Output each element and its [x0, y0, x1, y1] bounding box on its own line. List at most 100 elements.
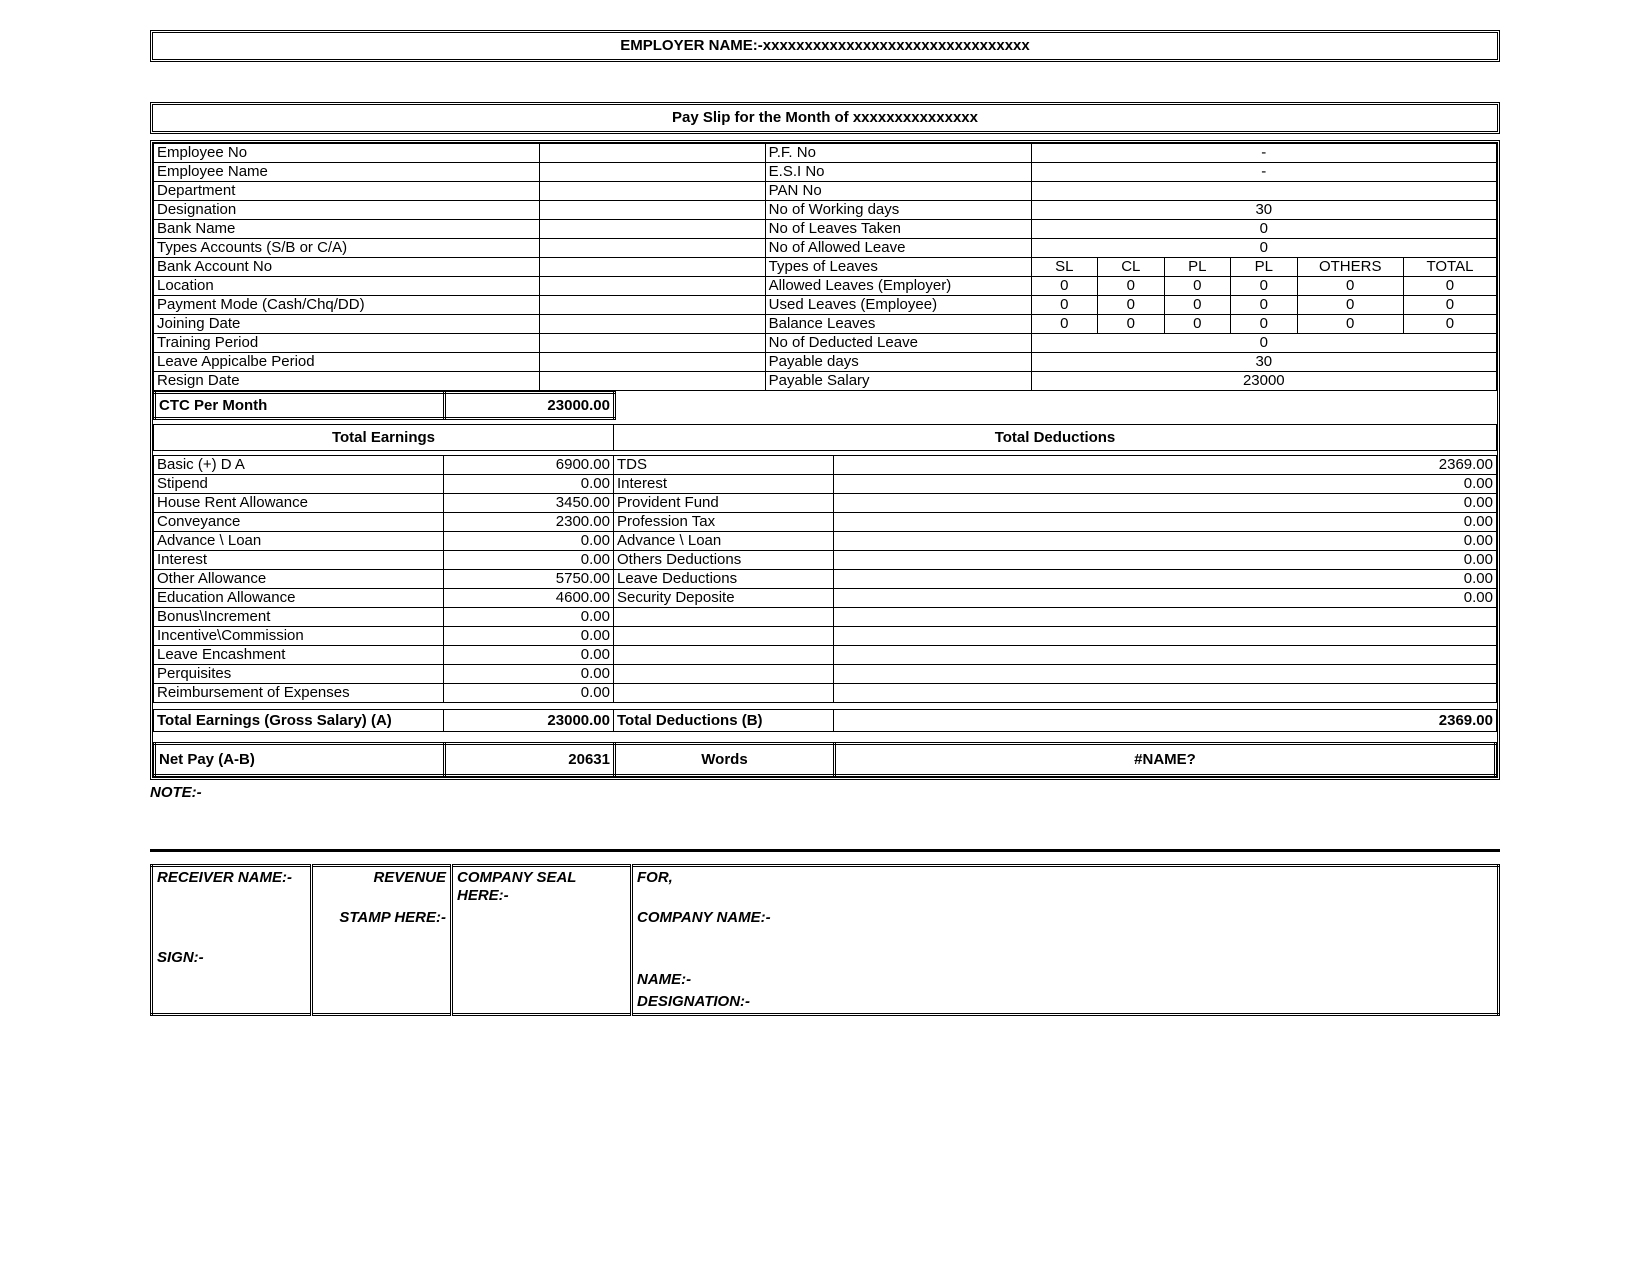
location-label: Location	[154, 277, 540, 296]
working-days-label: No of Working days	[765, 201, 1031, 220]
deductions-value: 0.00	[834, 551, 1497, 570]
table-cell: 0	[1403, 315, 1496, 334]
leave-hdr-sl: SL	[1031, 258, 1097, 277]
deductions-value	[834, 627, 1497, 646]
receiver-name-label: RECEIVER NAME:-	[152, 866, 312, 908]
deductions-label	[614, 627, 834, 646]
employer-header-box: EMPLOYER NAME:-xxxxxxxxxxxxxxxxxxxxxxxxx…	[150, 30, 1500, 62]
leave-applicable-label: Leave Appicalbe Period	[154, 353, 540, 372]
emp-no-label: Employee No	[154, 144, 540, 163]
earnings-value: 0.00	[444, 684, 614, 703]
earnings-deductions-table: Basic (+) D A6900.00TDS2369.00Stipend0.0…	[153, 455, 1497, 703]
ctc-label: CTC Per Month	[155, 393, 445, 419]
leave-hdr-cl: CL	[1098, 258, 1164, 277]
net-pay-label: Net Pay (A-B)	[155, 744, 445, 776]
earnings-label: Basic (+) D A	[154, 456, 444, 475]
pan-no-label: PAN No	[765, 182, 1031, 201]
table-cell: 0	[1164, 315, 1230, 334]
esi-no-value: -	[1031, 163, 1496, 182]
pf-no-label: P.F. No	[765, 144, 1031, 163]
leave-hdr-others: OTHERS	[1297, 258, 1403, 277]
esi-no-label: E.S.I No	[765, 163, 1031, 182]
table-cell: 0	[1098, 315, 1164, 334]
words-label: Words	[615, 744, 835, 776]
earnings-value: 0.00	[444, 532, 614, 551]
table-cell: 0	[1297, 277, 1403, 296]
ctc-value: 23000.00	[445, 393, 615, 419]
earnings-label: Interest	[154, 551, 444, 570]
pan-no-value	[1031, 182, 1496, 201]
allowed-leaves-emp-label: Allowed Leaves (Employer)	[765, 277, 1031, 296]
deductions-value: 2369.00	[834, 456, 1497, 475]
emp-no-value	[539, 144, 765, 163]
leave-hdr-total: TOTAL	[1403, 258, 1496, 277]
deductions-label	[614, 665, 834, 684]
pf-no-value: -	[1031, 144, 1496, 163]
earnings-label: House Rent Allowance	[154, 494, 444, 513]
allowed-leave-label: No of Allowed Leave	[765, 239, 1031, 258]
section-headers: Total Earnings Total Deductions	[153, 424, 1497, 451]
deductions-value	[834, 608, 1497, 627]
earnings-value: 6900.00	[444, 456, 614, 475]
net-pay-value: 20631	[445, 744, 615, 776]
deductions-value: 0.00	[834, 475, 1497, 494]
earnings-label: Reimbursement of Expenses	[154, 684, 444, 703]
payslip-title: Pay Slip for the Month of xxxxxxxxxxxxxx…	[155, 107, 1495, 129]
earnings-value: 3450.00	[444, 494, 614, 513]
earnings-label: Bonus\Increment	[154, 608, 444, 627]
payable-salary-label: Payable Salary	[765, 372, 1031, 391]
table-cell: 0	[1297, 315, 1403, 334]
deductions-value	[834, 684, 1497, 703]
deductions-label	[614, 646, 834, 665]
payable-days-label: Payable days	[765, 353, 1031, 372]
earnings-value: 0.00	[444, 627, 614, 646]
payslip-header-box: Pay Slip for the Month of xxxxxxxxxxxxxx…	[150, 102, 1500, 134]
payable-days-value: 30	[1031, 353, 1496, 372]
note-label: NOTE:-	[150, 784, 1500, 801]
earnings-value: 2300.00	[444, 513, 614, 532]
deducted-leave-value: 0	[1031, 334, 1496, 353]
earnings-label: Other Allowance	[154, 570, 444, 589]
table-cell: 0	[1031, 277, 1097, 296]
leave-hdr-pl1: PL	[1164, 258, 1230, 277]
totals-row: Total Earnings (Gross Salary) (A) 23000.…	[153, 709, 1497, 732]
earnings-value: 0.00	[444, 646, 614, 665]
payment-mode-label: Payment Mode (Cash/Chq/DD)	[154, 296, 540, 315]
table-cell: 0	[1098, 277, 1164, 296]
earnings-value: 0.00	[444, 608, 614, 627]
joining-date-label: Joining Date	[154, 315, 540, 334]
revenue-label-2: STAMP HERE:-	[312, 907, 452, 929]
table-cell: 0	[1297, 296, 1403, 315]
deductions-value: 0.00	[834, 589, 1497, 608]
net-pay-row: Net Pay (A-B) 20631 Words #NAME?	[153, 742, 1497, 777]
deducted-leave-label: No of Deducted Leave	[765, 334, 1031, 353]
training-period-label: Training Period	[154, 334, 540, 353]
earnings-label: Incentive\Commission	[154, 627, 444, 646]
employer-name: EMPLOYER NAME:-xxxxxxxxxxxxxxxxxxxxxxxxx…	[155, 35, 1495, 57]
total-earnings-value: 23000.00	[444, 710, 614, 732]
balance-leaves-label: Balance Leaves	[765, 315, 1031, 334]
deductions-label: Advance \ Loan	[614, 532, 834, 551]
table-cell: 0	[1231, 277, 1297, 296]
deductions-label: Profession Tax	[614, 513, 834, 532]
emp-name-label: Employee Name	[154, 163, 540, 182]
sign-label: SIGN:-	[152, 947, 312, 969]
total-deductions-value: 2369.00	[834, 710, 1497, 732]
table-cell: 0	[1164, 277, 1230, 296]
main-box: Employee No P.F. No - Employee Name E.S.…	[150, 140, 1500, 780]
acct-type-label: Types Accounts (S/B or C/A)	[154, 239, 540, 258]
deductions-value: 0.00	[834, 494, 1497, 513]
earnings-value: 0.00	[444, 665, 614, 684]
deductions-label: Others Deductions	[614, 551, 834, 570]
table-cell: 0	[1031, 315, 1097, 334]
total-earnings-label: Total Earnings (Gross Salary) (A)	[154, 710, 444, 732]
total-earnings-header: Total Earnings	[154, 425, 614, 451]
table-cell: 0	[1403, 277, 1496, 296]
deductions-value	[834, 646, 1497, 665]
ctc-row: CTC Per Month 23000.00	[153, 391, 1497, 420]
table-cell: 0	[1098, 296, 1164, 315]
earnings-label: Conveyance	[154, 513, 444, 532]
table-cell: 0	[1164, 296, 1230, 315]
footer-name-label: NAME:-	[632, 969, 1499, 991]
types-of-leaves-label: Types of Leaves	[765, 258, 1031, 277]
